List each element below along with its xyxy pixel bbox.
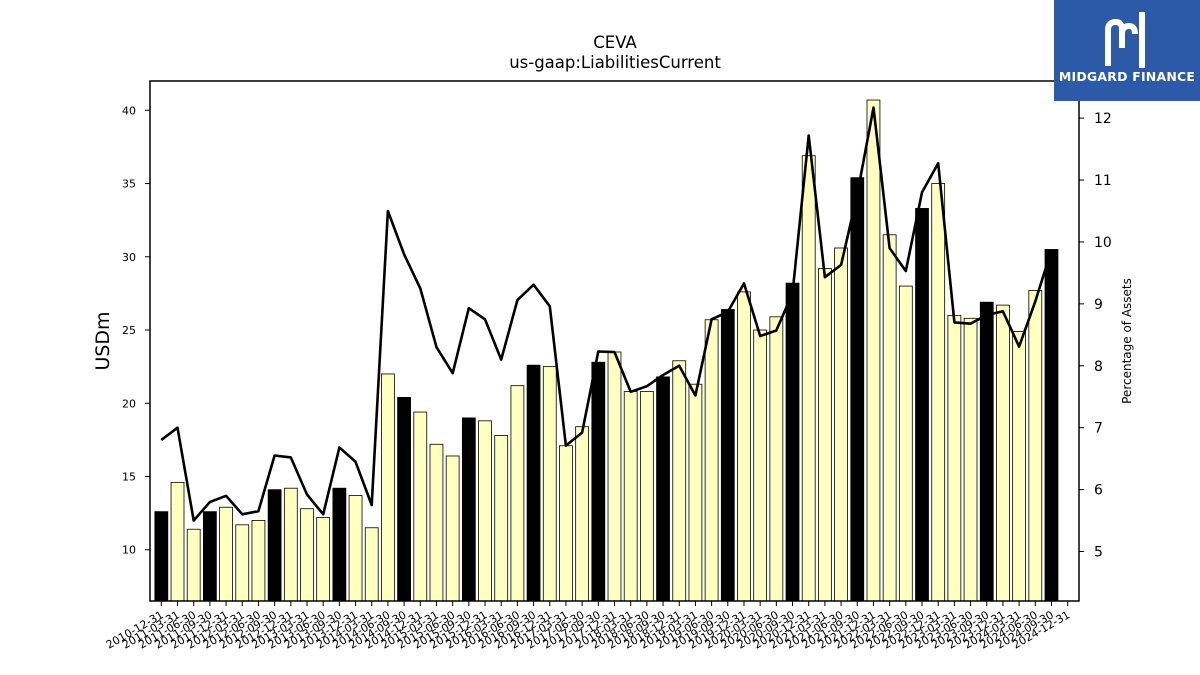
bar — [235, 524, 250, 602]
bar — [704, 319, 719, 602]
y2-tick-label: 8 — [1094, 359, 1103, 375]
bar — [575, 426, 590, 602]
bar — [332, 487, 347, 602]
bar — [170, 481, 185, 602]
bar — [300, 508, 314, 602]
y-tick-label: 30 — [122, 251, 136, 264]
bar — [559, 445, 573, 602]
bar — [316, 517, 331, 602]
bar — [494, 435, 509, 602]
bar — [931, 183, 946, 602]
bar — [866, 99, 881, 602]
bar — [445, 455, 460, 602]
bar — [850, 177, 865, 602]
bar — [915, 208, 929, 602]
bar — [526, 364, 541, 602]
bar — [1012, 331, 1026, 602]
bar — [623, 391, 638, 602]
y2-tick-label: 9 — [1094, 297, 1103, 313]
bar — [219, 506, 233, 602]
logo-icon — [1105, 12, 1145, 68]
bar — [542, 366, 557, 602]
y2-tick-label: 10 — [1094, 235, 1112, 251]
bar — [251, 520, 266, 602]
line-group — [160, 106, 1053, 522]
bar — [898, 285, 913, 602]
bar — [186, 528, 201, 602]
bar — [607, 351, 622, 602]
y2-tick-label: 12 — [1094, 111, 1112, 127]
bar — [478, 420, 492, 602]
y-tick-label: 25 — [122, 324, 136, 337]
bar — [283, 487, 298, 602]
y-tick-label: 15 — [122, 470, 136, 483]
y-axis-label: USDm — [92, 311, 114, 370]
y-axis-right: 5 6 7 8 9 10 11 12 — [1079, 111, 1112, 560]
chart-subtitle: us-gaap:LiabilitiesCurrent — [509, 53, 721, 72]
bar — [688, 383, 703, 602]
y-tick-label: 35 — [122, 178, 136, 191]
bar — [656, 376, 670, 602]
bar — [737, 291, 751, 602]
y-axis-left: 10 15 20 25 30 35 40 — [122, 104, 150, 557]
x-axis: 2010-12-312011-03-312011-06-302011-09-30… — [104, 601, 1072, 652]
bar — [753, 329, 768, 602]
bar — [461, 417, 476, 602]
bar — [154, 511, 169, 602]
bar — [510, 385, 525, 602]
bar — [947, 314, 962, 602]
y-tick-label: 10 — [122, 544, 136, 557]
bar — [882, 234, 897, 602]
bar — [1028, 290, 1043, 602]
bar — [591, 361, 606, 602]
bar — [397, 396, 411, 602]
bar — [348, 495, 363, 602]
bar — [785, 282, 800, 602]
bar — [413, 411, 428, 602]
bar — [801, 155, 816, 602]
bar — [963, 317, 978, 602]
y-tick-label: 20 — [122, 397, 136, 410]
bar — [381, 373, 395, 602]
bar — [203, 511, 217, 602]
y-tick-label: 40 — [122, 104, 136, 117]
brand-name: MIDGARD FINANCE — [1058, 69, 1196, 84]
y2-tick-label: 6 — [1094, 483, 1103, 499]
bar — [267, 489, 282, 602]
y2-tick-label: 5 — [1094, 544, 1103, 560]
y2-tick-label: 11 — [1094, 173, 1112, 189]
bar — [639, 391, 654, 602]
bar — [769, 316, 784, 602]
bar — [996, 304, 1010, 602]
percentage-line — [160, 106, 1053, 522]
bar — [834, 247, 848, 602]
bar — [720, 309, 735, 602]
y2-axis-label: Percentage of Assets — [1120, 278, 1134, 404]
bar — [672, 360, 687, 602]
y2-tick-label: 7 — [1094, 421, 1103, 437]
chart-title: CEVA — [593, 33, 637, 52]
bar — [818, 268, 832, 602]
bar — [979, 301, 994, 602]
bar — [364, 527, 379, 602]
bar — [429, 443, 444, 602]
brand-logo: MIDGARD FINANCE — [1054, 0, 1200, 101]
bar — [1044, 249, 1059, 602]
